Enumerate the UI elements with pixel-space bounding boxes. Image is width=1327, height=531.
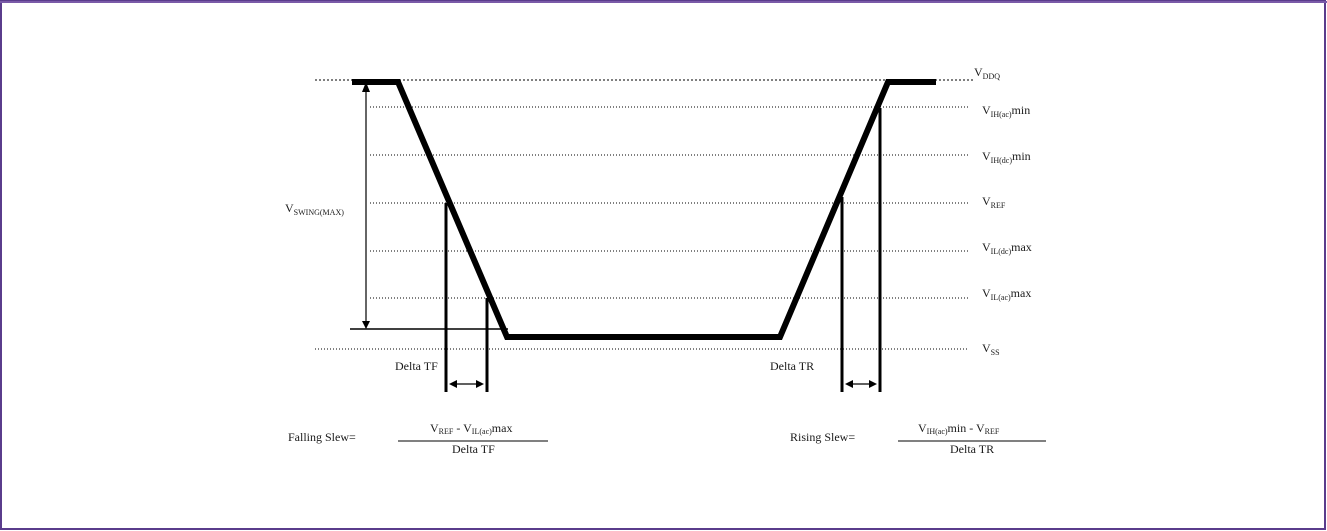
vddq-label: VDDQ: [974, 65, 1000, 81]
falling-slew-label: Falling Slew=: [288, 430, 356, 444]
falling-slew-numerator: VREF - VIL(ac)max: [430, 421, 512, 436]
tf-arrow-left: [449, 380, 457, 388]
vswing-arrow-top: [362, 82, 370, 92]
delta-tf-label: Delta TF: [395, 359, 438, 373]
rising-slew-numerator: VIH(ac)min - VREF: [918, 421, 1000, 436]
rising-slew-label: Rising Slew=: [790, 430, 855, 444]
vss-label: VSS: [982, 341, 1000, 357]
tf-arrow-right: [476, 380, 484, 388]
vref-label: VREF: [982, 194, 1006, 210]
tr-arrow-right: [869, 380, 877, 388]
vil-ac-label: VIL(ac)max: [982, 286, 1031, 302]
tr-arrow-left: [845, 380, 853, 388]
vih-dc-label: VIH(dc)min: [982, 149, 1031, 165]
rising-slew-denominator: Delta TR: [950, 442, 994, 456]
falling-slew-denominator: Delta TF: [452, 442, 495, 456]
vswing-label: VSWING(MAX): [285, 201, 344, 217]
vih-ac-label: VIH(ac)min: [982, 103, 1030, 119]
waveform: [352, 79, 936, 340]
vil-dc-label: VIL(dc)max: [982, 240, 1032, 256]
delta-tr-label: Delta TR: [770, 359, 814, 373]
